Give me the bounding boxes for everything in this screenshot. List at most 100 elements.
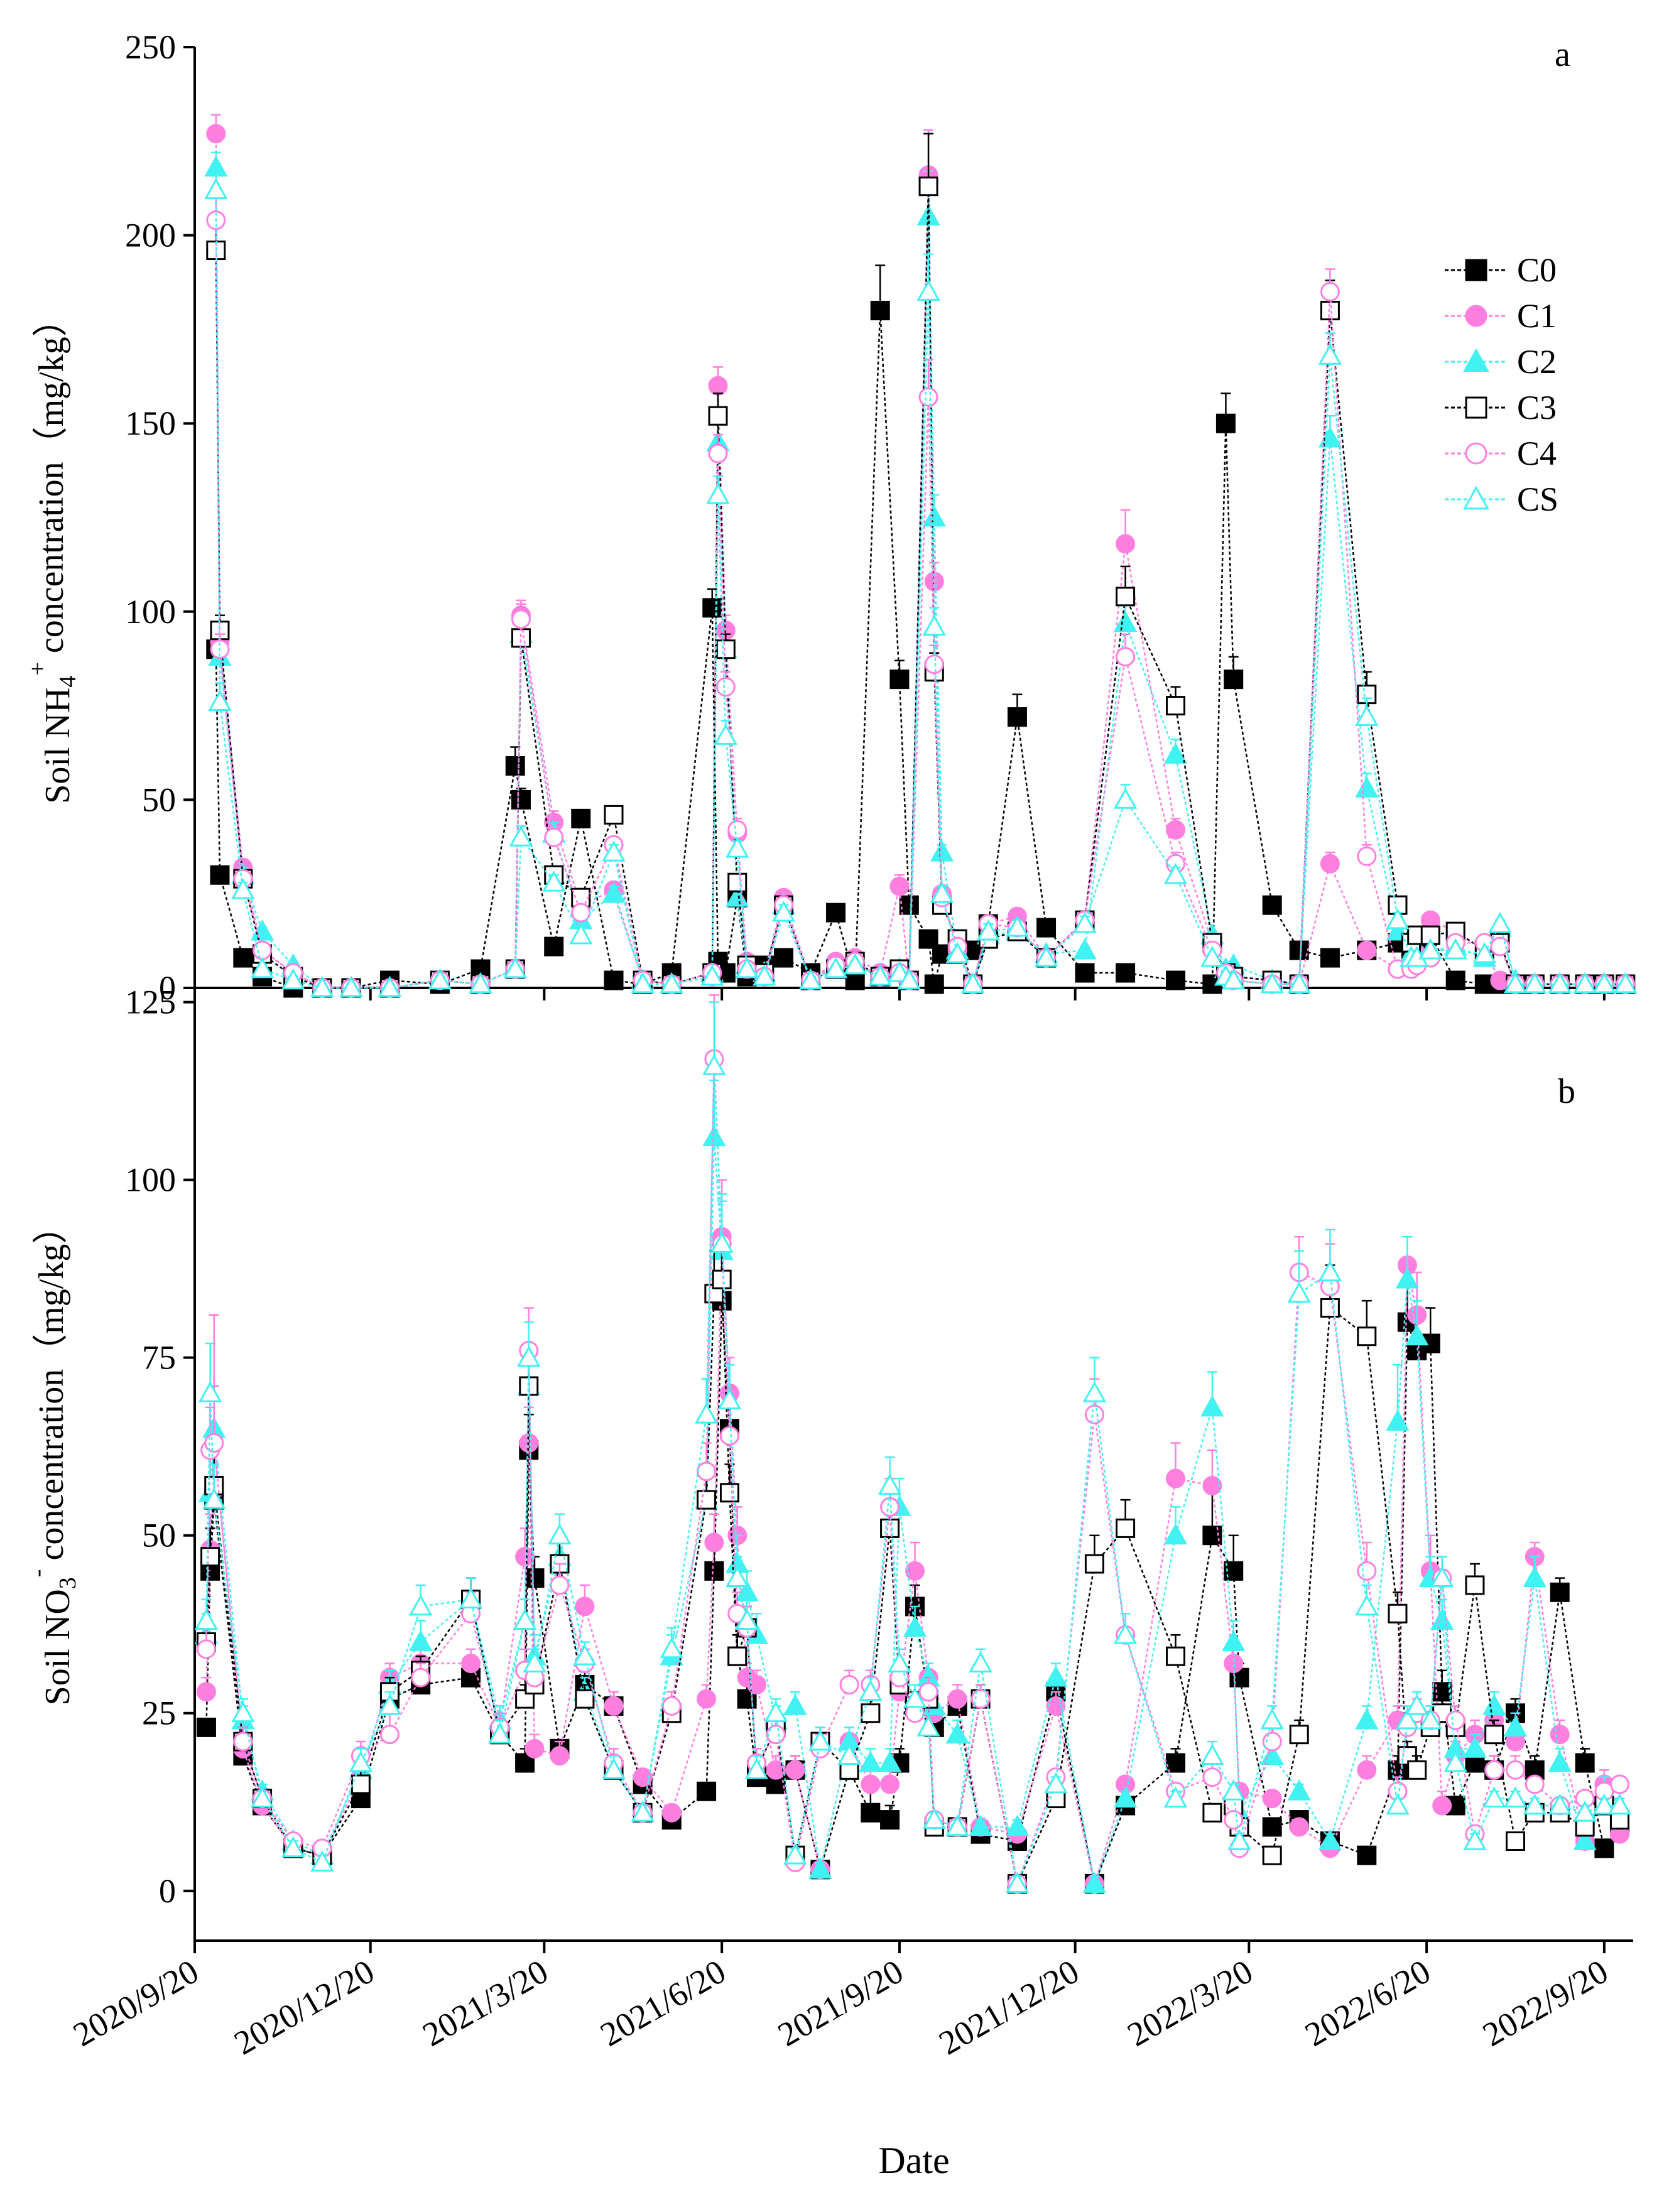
data-point-C3: [1357, 1326, 1377, 1347]
data-point-CS: [1227, 1829, 1251, 1850]
data-point-C2: [1430, 1608, 1454, 1630]
x-tick-label: 2022/6/20: [1298, 1952, 1437, 2053]
data-point-C1: [1550, 1725, 1570, 1745]
data-point-CS: [916, 279, 940, 301]
data-point-C0: [1594, 1838, 1614, 1858]
data-point-C1: [1166, 820, 1186, 840]
data-point-C2: [1113, 610, 1138, 632]
data-point-CS: [744, 1758, 769, 1779]
data-point-C2: [969, 1814, 992, 1836]
data-point-CS: [1430, 1566, 1454, 1588]
plot-area-b: [194, 994, 1632, 1894]
data-point-C2: [878, 1750, 902, 1772]
data-point-C1: [704, 1532, 724, 1553]
data-point-C3: [880, 1518, 900, 1538]
data-point-CS: [837, 1743, 861, 1765]
data-point-CS: [717, 1388, 742, 1409]
data-point-CS: [194, 1608, 219, 1630]
data-point-C3: [604, 805, 624, 825]
series-C3: [196, 1235, 1629, 1894]
data-point-C0: [766, 1774, 786, 1794]
data-point-C4: [253, 940, 273, 960]
data-point-C4: [697, 1461, 717, 1482]
data-point-CS: [1472, 941, 1496, 963]
data-point-CS: [428, 968, 452, 990]
data-point-C0: [1262, 895, 1282, 915]
data-point-C0: [880, 1810, 900, 1830]
data-point-CS: [1592, 1793, 1616, 1815]
data-point-C2: [1573, 1829, 1597, 1850]
data-point-CS: [1503, 972, 1528, 994]
data-point-C3: [200, 1547, 220, 1567]
data-point-C3: [1388, 1603, 1408, 1624]
data-point-C2: [408, 1630, 433, 1651]
data-point-C0: [210, 865, 230, 885]
data-point-C4: [766, 1725, 786, 1745]
data-point-CS: [868, 964, 892, 986]
data-point-CS: [1573, 1801, 1597, 1822]
data-point-C1: [1262, 1789, 1282, 1809]
data-point-CS: [378, 1694, 402, 1715]
data-point-C2: [602, 882, 626, 903]
y-tick-label: 200: [125, 217, 176, 254]
data-point-C3: [1505, 1831, 1525, 1851]
data-point-C2: [1073, 938, 1097, 960]
data-point-C1: [1166, 1468, 1186, 1488]
data-point-CS: [1163, 863, 1188, 884]
data-point-CS: [503, 957, 527, 979]
legend-label: C0: [1517, 251, 1557, 289]
x-tick-label: 2022/3/20: [1121, 1952, 1259, 2053]
data-point-C0: [1575, 1753, 1595, 1773]
data-point-C4: [379, 1725, 400, 1745]
data-point-C0: [1166, 970, 1186, 990]
data-point-CS: [513, 1608, 537, 1630]
y-axis-label-a: Soil NH4 + concentration（mg/kg）: [24, 301, 81, 803]
data-point-C1: [1202, 1475, 1222, 1495]
data-point-C2: [783, 1694, 807, 1715]
data-point-CS: [602, 840, 626, 862]
data-point-CS: [1443, 1750, 1467, 1772]
data-point-C1: [785, 1760, 805, 1780]
data-point-C0: [826, 903, 846, 923]
data-point-C1: [525, 1738, 545, 1759]
data-point-C4: [1224, 1810, 1244, 1830]
data-point-C0: [525, 1568, 545, 1588]
data-point-C0: [1289, 940, 1309, 960]
data-point-C3: [719, 1483, 739, 1503]
data-point-CS: [764, 1701, 788, 1723]
data-point-CS: [469, 972, 492, 994]
data-point-C1: [1357, 940, 1377, 960]
x-tick-label: 2021/3/20: [416, 1952, 555, 2053]
x-axis-label: Date: [878, 2140, 949, 2181]
data-point-C0: [889, 670, 910, 690]
data-point-CS: [1614, 972, 1638, 994]
data-point-C0: [1116, 963, 1136, 983]
data-point-C4: [1202, 1767, 1222, 1787]
data-point-CS: [1355, 705, 1379, 726]
data-point-C4: [511, 609, 531, 629]
series-line-C0: [205, 1301, 1621, 1887]
data-point-CS: [631, 972, 655, 994]
data-point-C1: [550, 1746, 570, 1766]
data-point-C2: [1287, 1779, 1311, 1801]
data-point-C1: [604, 1696, 624, 1716]
data-point-C3: [1289, 1725, 1309, 1745]
data-point-C1: [461, 1653, 481, 1673]
data-point-C3: [715, 639, 736, 659]
data-point-C2: [859, 1750, 883, 1772]
legend-item-C0: C0: [1445, 251, 1557, 289]
data-point-CS: [542, 870, 566, 892]
data-point-C2: [808, 1857, 832, 1879]
data-point-C0: [774, 948, 794, 968]
y-tick-label: 0: [159, 1872, 176, 1910]
data-point-C2: [1386, 1409, 1410, 1431]
series-line-C0: [215, 310, 1626, 989]
data-point-CS: [843, 953, 867, 975]
legend-label: C2: [1517, 343, 1557, 381]
data-point-CS: [1005, 1872, 1030, 1893]
x-tick-label: 2022/9/20: [1476, 1952, 1614, 2053]
data-point-CS: [250, 1786, 275, 1808]
data-point-CS: [523, 1651, 546, 1673]
data-point-C3: [712, 1269, 732, 1289]
panel-b-label: b: [1558, 1072, 1575, 1111]
